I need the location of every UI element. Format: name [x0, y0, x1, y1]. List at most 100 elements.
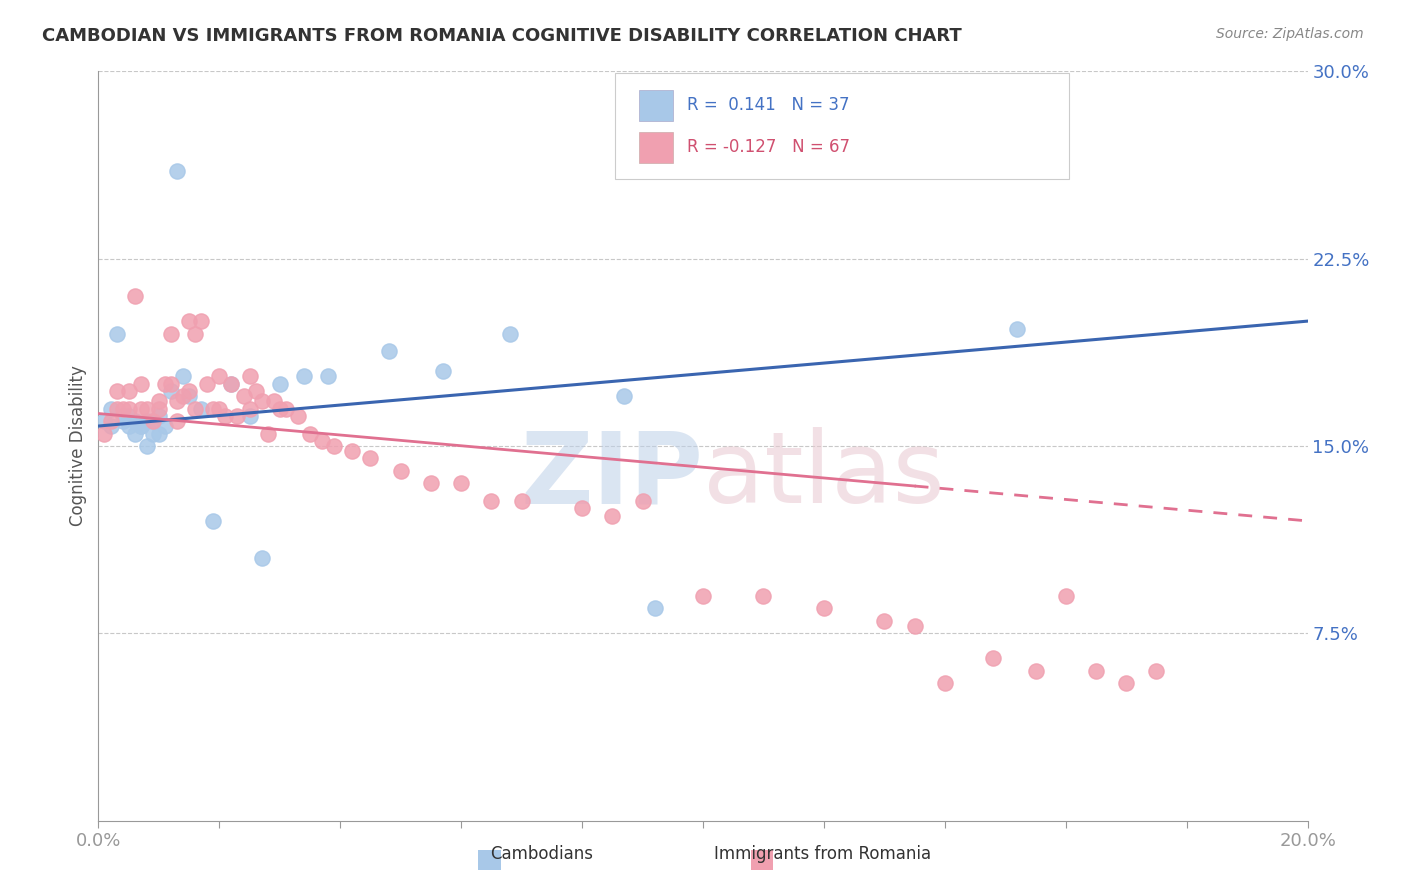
Point [100, 414, 122, 428]
Text: Immigrants from Romania: Immigrants from Romania [714, 846, 931, 863]
Point [100, 419, 122, 434]
FancyBboxPatch shape [614, 73, 1070, 178]
Point [1024, 664, 1046, 678]
Point [269, 401, 291, 416]
Point [129, 419, 152, 434]
Point [179, 389, 201, 403]
Point [124, 426, 146, 441]
Point [311, 434, 333, 448]
Point [148, 409, 170, 423]
Point [904, 619, 927, 633]
Point [160, 384, 183, 398]
Point [420, 476, 443, 491]
Point [135, 414, 157, 428]
Point [377, 344, 399, 359]
Text: CAMBODIAN VS IMMIGRANTS FROM ROMANIA COGNITIVE DISABILITY CORRELATION CHART: CAMBODIAN VS IMMIGRANTS FROM ROMANIA COG… [42, 27, 962, 45]
Point [202, 514, 225, 528]
Point [142, 414, 165, 428]
Point [129, 401, 152, 416]
Point [299, 426, 322, 441]
Point [692, 589, 714, 603]
Point [1085, 664, 1108, 678]
Point [287, 409, 309, 423]
Point [498, 326, 520, 341]
Point [226, 409, 249, 423]
Point [124, 289, 146, 303]
Point [105, 384, 128, 398]
Point [118, 419, 141, 434]
Point [221, 376, 243, 391]
Point [148, 401, 170, 416]
Point [135, 439, 157, 453]
Point [111, 401, 134, 416]
Point [124, 414, 146, 428]
Point [263, 394, 285, 409]
Point [571, 501, 593, 516]
Point [160, 376, 183, 391]
Point [432, 364, 454, 378]
Text: ZIP: ZIP [520, 427, 703, 524]
Point [360, 451, 382, 466]
Point [602, 508, 624, 523]
Point [1054, 589, 1077, 603]
Text: atlas: atlas [703, 427, 945, 524]
Point [450, 476, 472, 491]
Point [160, 326, 183, 341]
Point [105, 401, 128, 416]
Point [93, 426, 115, 441]
Point [184, 401, 207, 416]
Point [613, 389, 636, 403]
Text: Cambodians: Cambodians [489, 846, 593, 863]
Point [316, 369, 339, 384]
Point [100, 401, 122, 416]
Point [93, 414, 115, 428]
Point [172, 369, 194, 384]
Point [245, 384, 267, 398]
Text: R =  0.141   N = 37: R = 0.141 N = 37 [688, 96, 849, 114]
Point [129, 376, 152, 391]
Point [202, 401, 225, 416]
Point [111, 409, 134, 423]
Point [208, 369, 231, 384]
Point [510, 494, 533, 508]
Point [389, 464, 412, 478]
Point [644, 601, 666, 615]
Point [118, 401, 141, 416]
Point [179, 384, 201, 398]
Point [172, 389, 194, 403]
Point [179, 314, 201, 328]
Point [1007, 321, 1029, 335]
Point [142, 426, 165, 441]
Point [129, 419, 152, 434]
Point [1115, 676, 1137, 690]
Point [111, 414, 134, 428]
Point [269, 376, 291, 391]
Point [153, 419, 176, 434]
Point [981, 651, 1004, 665]
Point [752, 589, 775, 603]
Point [118, 384, 141, 398]
Point [631, 494, 654, 508]
Point [118, 409, 141, 423]
Point [481, 494, 503, 508]
Point [232, 389, 254, 403]
Point [239, 369, 262, 384]
Point [221, 376, 243, 391]
Point [274, 401, 297, 416]
Point [166, 394, 188, 409]
Point [148, 394, 170, 409]
Point [239, 409, 262, 423]
Point [148, 426, 170, 441]
Point [214, 409, 236, 423]
Point [250, 551, 273, 566]
Point [184, 326, 207, 341]
Point [934, 676, 956, 690]
Point [166, 164, 188, 178]
Point [256, 426, 278, 441]
Point [142, 414, 165, 428]
Text: R = -0.127   N = 67: R = -0.127 N = 67 [688, 138, 851, 156]
Y-axis label: Cognitive Disability: Cognitive Disability [69, 366, 87, 526]
Point [250, 394, 273, 409]
Point [153, 376, 176, 391]
Point [135, 401, 157, 416]
